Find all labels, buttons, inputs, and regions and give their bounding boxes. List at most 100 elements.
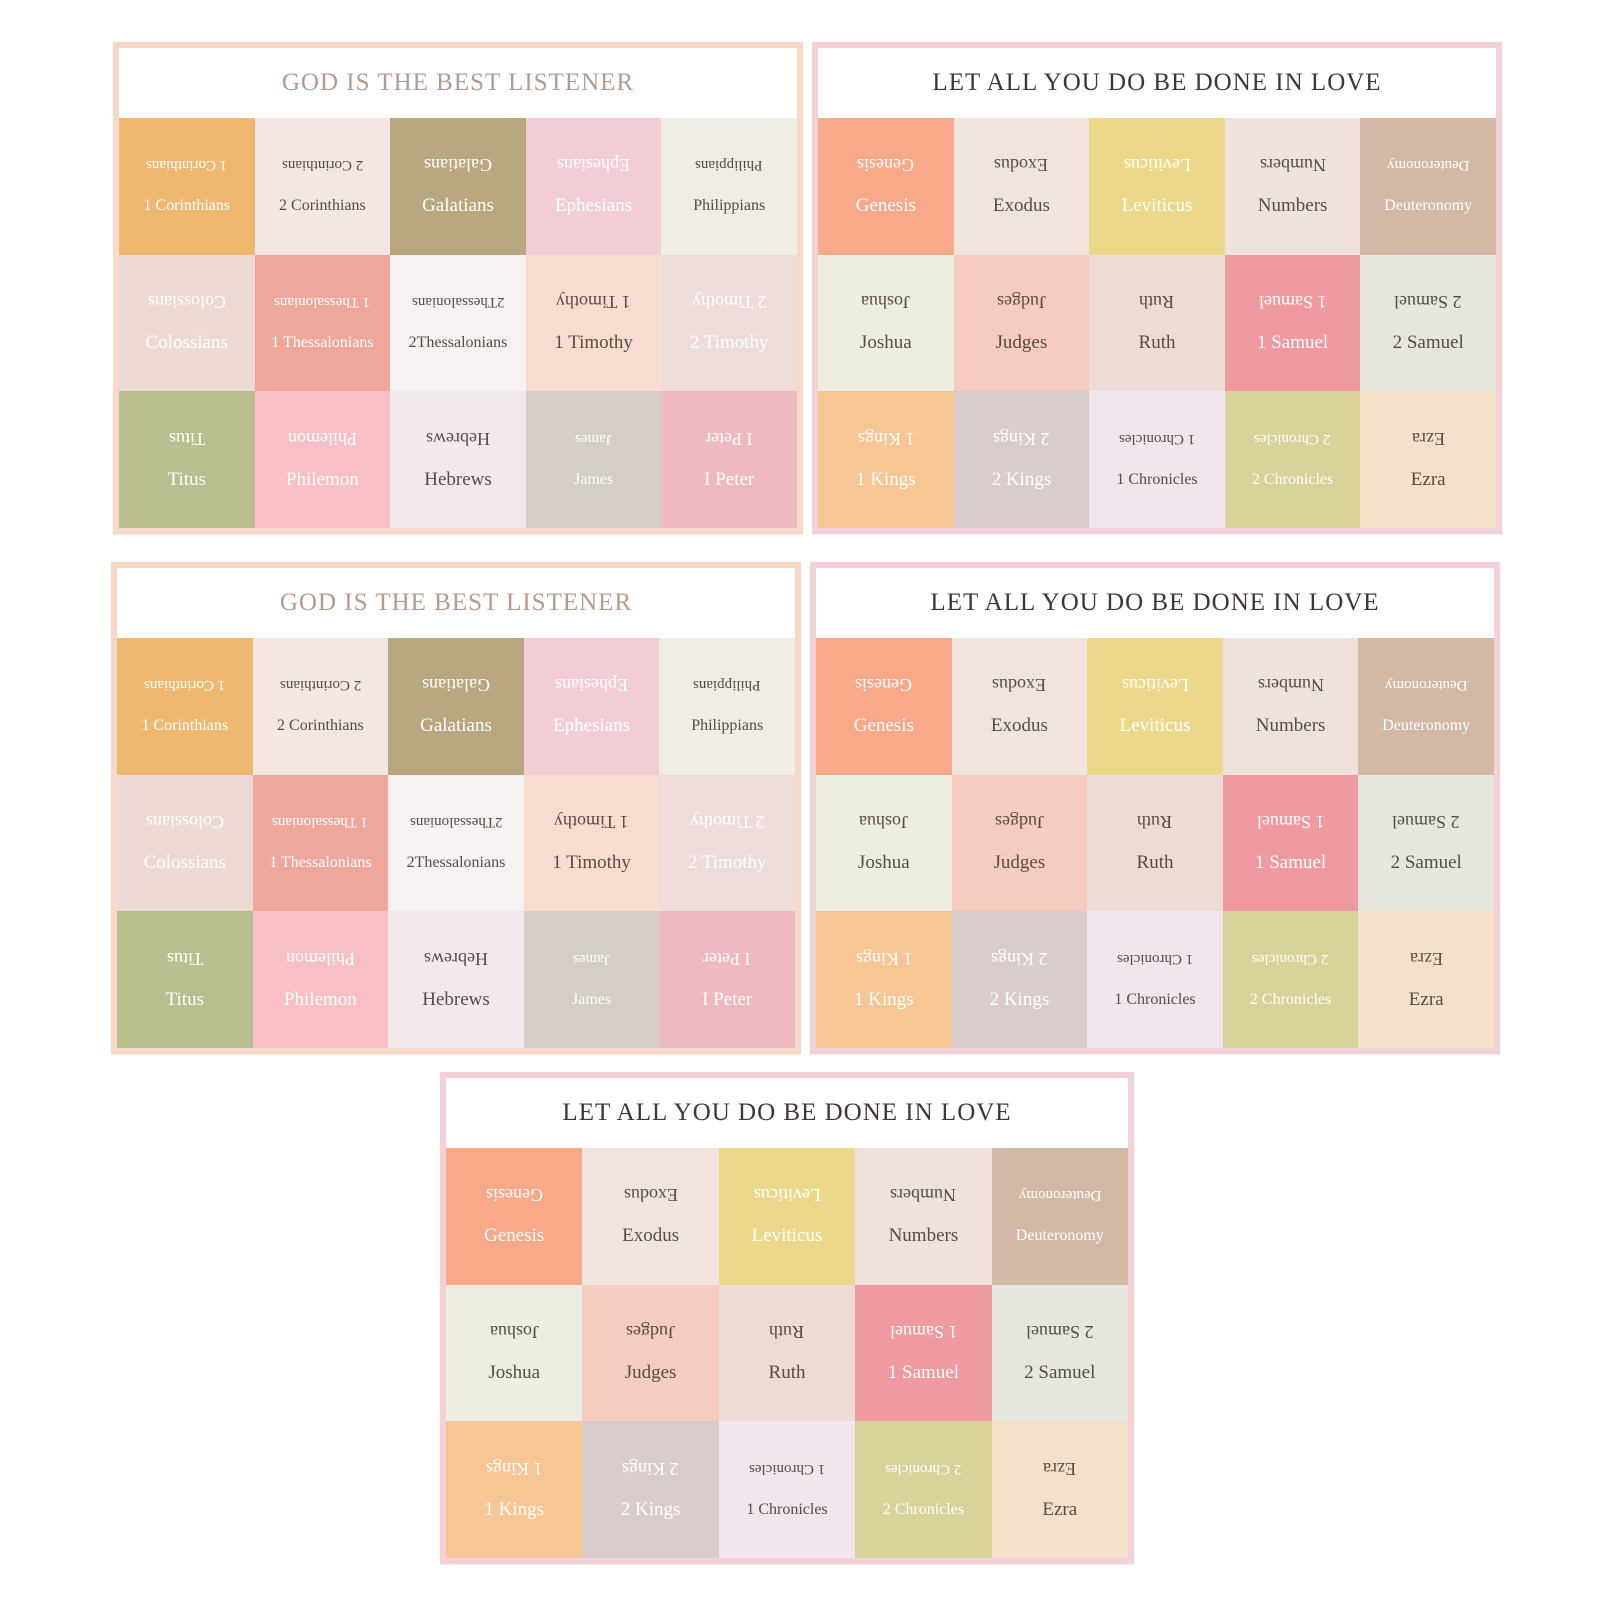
tab-label: 2 Samuel [1024, 1361, 1096, 1383]
tab-label: Philemon [283, 988, 357, 1010]
tab-label-inverted: 1 Samuel [1258, 291, 1327, 312]
bible-tab-sticker: 2 Corinthians 2 Corinthians [252, 638, 389, 775]
bible-tab-sticker: 2 Chronicles 2 Chronicles [855, 1421, 992, 1558]
bible-tab-sticker: 1 Kings 1 Kings [818, 391, 954, 528]
tab-label: 1 Corinthians [141, 717, 229, 735]
tab-grid: 1 Corinthians 1 Corinthians 2 Corinthians 2… [117, 638, 795, 1048]
tab-label: 1 Kings [484, 1498, 545, 1520]
bible-tab-sticker: Ezra Ezra [1360, 391, 1496, 528]
bible-tab-sticker: Numbers Numbers [1224, 118, 1361, 255]
bible-tab-sticker: Judges Judges [951, 774, 1088, 912]
tab-label-inverted: 2 Timothy [691, 291, 767, 312]
tab-label-inverted: Hebrews [424, 948, 488, 969]
tab-label-inverted: Philippians [695, 157, 763, 174]
bible-tab-sticker: Judges Judges [582, 1284, 719, 1422]
sheet-title: GOD IS THE BEST LISTENER [119, 48, 797, 118]
bible-tab-sticker: Deuteronomy Deuteronomy [1358, 638, 1494, 775]
tab-label-inverted: Judges [626, 1321, 676, 1342]
tab-label: Exodus [990, 715, 1048, 737]
tab-label-inverted: 1 Samuel [889, 1321, 958, 1342]
tab-label: 2 Timothy [689, 331, 769, 353]
tab-label: 2 Chronicles [882, 1500, 965, 1518]
tab-label: 1 Timothy [554, 331, 633, 353]
bible-tab-sticker: Philemon Philemon [254, 391, 391, 528]
tab-label: Ruth [768, 1361, 806, 1383]
bible-tab-sticker: Deuteronomy Deuteronomy [1360, 118, 1496, 255]
bible-tab-sticker: 2 Corinthians 2 Corinthians [254, 118, 391, 255]
tab-label: Joshua [857, 851, 910, 873]
bible-tab-sticker: Philippians Philippians [661, 118, 797, 255]
tab-label: 2 Chronicles [1249, 990, 1332, 1008]
bible-tab-sticker: 1 Timothy 1 Timothy [523, 774, 660, 912]
bible-tab-sticker: Genesis Genesis [446, 1148, 583, 1285]
tab-label: Ephesians [553, 715, 631, 737]
tab-label: Genesis [853, 715, 914, 737]
bible-tab-sticker: 1 Samuel 1 Samuel [855, 1284, 992, 1422]
tab-label: Deuteronomy [1382, 717, 1471, 735]
tab-label: 1 Samuel [1254, 851, 1327, 873]
bible-tab-sticker: 1 Thessalonians 1 Thessalonians [254, 254, 391, 392]
tab-label-inverted: Leviticus [1123, 155, 1191, 176]
tab-label-inverted: Genesis [855, 675, 913, 696]
tab-label: 1 Kings [853, 988, 914, 1010]
tab-label: James [572, 990, 612, 1008]
tab-label-inverted: Leviticus [1121, 675, 1189, 696]
bible-tab-sticker: 2 Chronicles 2 Chronicles [1222, 911, 1359, 1048]
bible-tab-sticker: I Peter I Peter [659, 911, 795, 1048]
tab-label: 2 Kings [989, 988, 1050, 1010]
tab-label: I Peter [704, 468, 755, 490]
bible-tab-sticker: Genesis Genesis [816, 638, 952, 775]
bible-tab-sticker: 2 Kings 2 Kings [951, 911, 1088, 1048]
bible-tab-sticker: 1 Kings 1 Kings [446, 1421, 583, 1558]
tab-label-inverted: Philemon [285, 948, 355, 969]
bible-tab-sticker: 1 Chronicles 1 Chronicles [1087, 911, 1223, 1048]
bible-tab-sticker: Numbers Numbers [1222, 638, 1359, 775]
bible-tab-sticker: Ephesians Ephesians [525, 118, 662, 255]
tab-label: Numbers [1255, 715, 1326, 737]
tab-label: 1 Thessalonians [269, 853, 372, 871]
tab-label: James [574, 470, 614, 488]
tab-label-inverted: Ruth [1137, 811, 1173, 832]
tab-label-inverted: I Peter [705, 428, 753, 449]
bible-tab-sticker: Philippians Philippians [659, 638, 795, 775]
bible-tab-sticker: 2 Samuel 2 Samuel [1358, 774, 1494, 912]
tab-label-inverted: 1 Samuel [1256, 811, 1325, 832]
bible-tab-sticker: Exodus Exodus [951, 638, 1088, 775]
tab-label: Ezra [1410, 468, 1446, 490]
tab-label: 2 Kings [991, 468, 1052, 490]
tab-label: Philippians [691, 717, 764, 735]
sticker-sheet-5: LET ALL YOU DO BE DONE IN LOVE Genesis Ge… [440, 1072, 1134, 1564]
tab-label: Galatians [420, 715, 492, 737]
tab-label-inverted: Deuteronomy [1384, 677, 1468, 694]
tab-label-inverted: Numbers [1257, 675, 1324, 696]
bible-tab-sticker: Leviticus Leviticus [1087, 638, 1223, 775]
bible-tab-sticker: Ruth Ruth [718, 1284, 856, 1422]
tab-label: Ephesians [555, 195, 633, 217]
tab-label: Exodus [622, 1225, 680, 1247]
tab-label-inverted: Exodus [992, 675, 1047, 696]
tab-label-inverted: 1 Kings [857, 428, 915, 449]
tab-label: 1 Thessalonians [271, 333, 374, 351]
tab-label-inverted: Ephesians [557, 155, 631, 176]
tab-label: 2 Corinthians [277, 717, 364, 735]
tab-label-inverted: Judges [994, 811, 1044, 832]
bible-tab-sticker: 2 Chronicles 2 Chronicles [1224, 391, 1361, 528]
bible-tab-sticker: Titus Titus [119, 391, 255, 528]
bible-tab-sticker: I Peter I Peter [661, 391, 797, 528]
tab-label: 2 Timothy [687, 851, 767, 873]
bible-tab-sticker: Ephesians Ephesians [523, 638, 660, 775]
tab-label: 2 Kings [620, 1498, 681, 1520]
tab-label-inverted: Hebrews [426, 428, 490, 449]
tab-label-inverted: Galatians [422, 675, 490, 696]
tab-label-inverted: James [573, 950, 610, 967]
tab-label-inverted: 1 Kings [855, 948, 913, 969]
tab-label: Philemon [285, 468, 359, 490]
tab-label: Deuteronomy [1015, 1227, 1104, 1245]
tab-label-inverted: I Peter [703, 948, 751, 969]
bible-tab-sticker: 1 Samuel 1 Samuel [1224, 254, 1361, 392]
tab-label-inverted: Numbers [890, 1185, 957, 1206]
tab-label-inverted: Ephesians [555, 675, 629, 696]
tab-label: Titus [167, 468, 206, 490]
tab-grid: Genesis Genesis Exodus Exodus Leviticus Levit… [816, 638, 1494, 1048]
bible-tab-sticker: 1 Timothy 1 Timothy [525, 254, 662, 392]
